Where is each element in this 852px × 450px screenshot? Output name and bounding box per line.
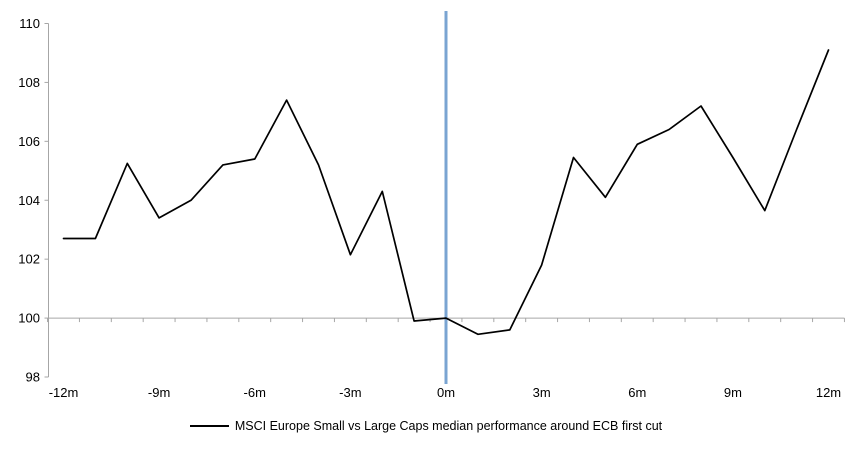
y-tick-label: 102 [18,252,40,267]
x-tick-label: -9m [148,385,170,400]
legend-series-label: MSCI Europe Small vs Large Caps median p… [234,419,663,433]
y-tick-label: 98 [26,370,40,385]
x-tick-label: 3m [533,385,551,400]
y-tick-label: 100 [18,311,40,326]
chart-legend: MSCI Europe Small vs Large Caps median p… [0,419,852,433]
x-tick-label: 9m [724,385,742,400]
legend-line-swatch [189,425,229,427]
x-tick-label: -6m [244,385,266,400]
x-tick-label: 0m [437,385,455,400]
x-tick-label: 6m [628,385,646,400]
x-tick-label: 12m [816,385,841,400]
y-tick-label: 104 [18,193,40,208]
y-tick-label: 110 [19,16,40,31]
series-line [62,49,830,336]
y-tick-label: 108 [18,75,40,90]
x-tick-label: -3m [339,385,361,400]
x-tick-label: -12m [49,385,79,400]
y-tick-label: 106 [18,134,40,149]
